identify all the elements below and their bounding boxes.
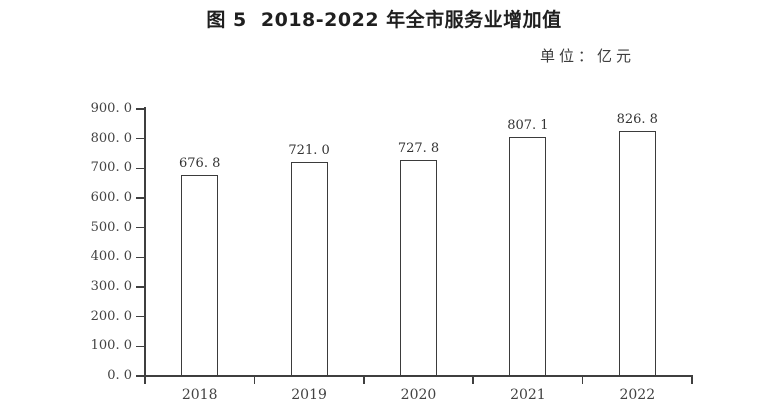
y-axis-line	[144, 107, 146, 377]
y-tick-label: 0. 0	[107, 368, 132, 383]
bar	[509, 136, 547, 376]
y-tick-mark	[136, 375, 144, 377]
x-tick-mark	[581, 376, 584, 384]
y-tick-mark	[136, 315, 144, 318]
x-axis-category-label: 2020	[400, 387, 437, 403]
y-tick-label: 300. 0	[90, 279, 132, 294]
y-tick-mark	[136, 226, 144, 229]
y-tick-label: 600. 0	[90, 190, 132, 205]
y-tick-mark	[136, 286, 144, 288]
bar	[618, 130, 656, 376]
chart-title: 图 5 2018-2022 年全市服务业增加值	[206, 9, 562, 31]
bar-value-label: 727. 8	[397, 141, 440, 157]
y-tick-label: 500. 0	[90, 219, 132, 235]
y-tick-mark	[136, 197, 144, 199]
y-tick-mark	[136, 345, 144, 348]
x-axis-category-label: 2021	[510, 387, 546, 403]
x-axis-line	[137, 375, 693, 377]
bar-value-label: 826. 8	[616, 111, 658, 127]
unit-label: 单位：亿元	[539, 47, 635, 65]
x-tick-mark	[472, 376, 474, 384]
y-tick-mark	[136, 108, 144, 110]
y-tick-label: 800. 0	[90, 130, 132, 146]
bar-value-label: 721. 0	[288, 143, 330, 159]
y-tick-mark	[136, 167, 144, 170]
x-tick-mark	[253, 376, 256, 384]
y-tick-label: 200. 0	[90, 308, 132, 324]
bar	[290, 162, 328, 376]
x-tick-mark	[363, 376, 365, 384]
x-axis-category-label: 2019	[291, 387, 327, 403]
y-tick-label: 100. 0	[90, 338, 132, 354]
bar-value-label: 676. 8	[179, 156, 221, 172]
y-tick-mark	[136, 137, 144, 140]
x-tick-mark	[144, 376, 146, 384]
y-tick-label: 700. 0	[90, 160, 132, 176]
bar-value-label: 807. 1	[507, 117, 549, 133]
y-tick-mark	[136, 256, 144, 259]
y-tick-label: 900. 0	[90, 101, 132, 116]
x-axis-category-label: 2022	[619, 387, 656, 403]
y-tick-label: 400. 0	[90, 249, 132, 265]
bar	[181, 175, 219, 376]
bar	[400, 160, 437, 376]
x-tick-mark	[691, 376, 693, 384]
x-axis-category-label: 2018	[181, 387, 218, 403]
